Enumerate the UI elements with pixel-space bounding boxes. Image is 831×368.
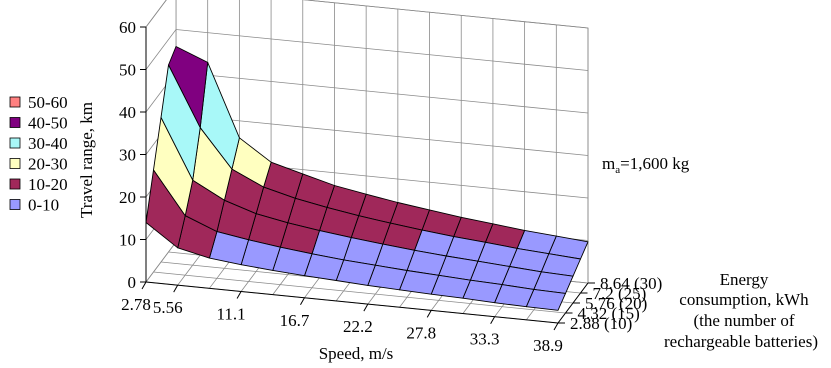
depth-axis-title-line-1: Energy — [720, 270, 769, 289]
legend-swatch — [9, 117, 21, 128]
x-tick-label: 16.7 — [280, 311, 310, 330]
legend-swatch — [9, 96, 21, 108]
depth-tick-label: 8.64 (30) — [600, 274, 662, 293]
floor-gridline — [153, 271, 566, 314]
depth-axis-title-line-4: rechargeable batteries) — [664, 332, 818, 351]
legend-label: 20-30 — [28, 155, 68, 174]
legend-label: 50-60 — [28, 93, 68, 112]
y-axis-title: Travel range, km — [77, 102, 96, 218]
depth-tick-label: 4.32 (15) — [578, 304, 640, 323]
z-tick-label: 50 — [119, 61, 136, 80]
chart-labels: Travel range, km Speed, m/s ma=1,600 kg … — [77, 102, 818, 363]
x-tick — [300, 297, 305, 306]
gridline-z — [145, 29, 589, 71]
legend-label: 0-10 — [28, 196, 59, 215]
z-tick-label: 20 — [119, 188, 136, 207]
x-tick-label: 33.3 — [470, 330, 500, 349]
legend-label: 30-40 — [28, 134, 68, 153]
legend-label: 10-20 — [28, 175, 68, 194]
x-tick — [141, 281, 147, 290]
x-tick — [236, 291, 242, 299]
x-tick-label: 11.1 — [217, 304, 246, 323]
legend-swatch — [9, 178, 21, 190]
x-tick — [173, 284, 179, 293]
legend-label: 40-50 — [28, 114, 68, 133]
legend-swatch — [9, 199, 21, 210]
x-tick — [490, 316, 496, 324]
surface-plot — [145, 46, 589, 311]
x-tick-label: 5.56 — [153, 298, 183, 317]
z-tick-label: 30 — [119, 146, 136, 165]
depth-axis-title-line-3: (the number of — [693, 311, 794, 330]
z-tick-label: 10 — [119, 231, 136, 250]
chart-axes: 0 10 20 30 40 50 60 2.78 5.56 11.1 16.7 22.2 27.8 33.… — [119, 18, 662, 355]
mass-annotation: ma=1,600 kg — [602, 154, 690, 176]
legend-swatch — [9, 137, 21, 149]
depth-axis-title-line-2: consumption, kWh — [679, 290, 809, 309]
x-tick-label: 22.2 — [343, 317, 373, 336]
x-axis-title: Speed, m/s — [319, 344, 394, 363]
legend-swatch — [9, 158, 21, 169]
x-tick — [426, 310, 432, 318]
depth-tick-label: 7.2 (25) — [593, 284, 647, 303]
x-tick — [553, 322, 559, 331]
x-axis-line — [145, 281, 559, 324]
gridline-z — [145, 0, 589, 29]
z-tick-label: 60 — [119, 18, 136, 37]
x-tick-label: 27.8 — [406, 323, 436, 342]
x-tick-label: 2.78 — [121, 295, 151, 314]
depth-tick-label: 2.88 (10) — [570, 314, 632, 333]
surface-cell — [145, 169, 186, 249]
z-tick-label: 0 — [128, 273, 137, 292]
x-tick-label: 38.9 — [533, 336, 563, 355]
z-tick-label: 40 — [119, 103, 136, 122]
x-tick — [363, 303, 369, 312]
depth-tick-label: 5.76 (20) — [585, 294, 647, 313]
